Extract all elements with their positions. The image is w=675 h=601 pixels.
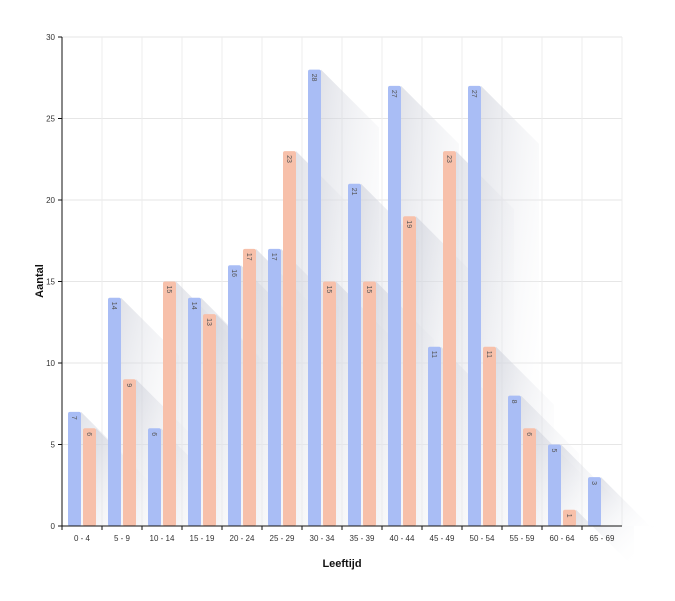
bar [123,379,136,526]
bar [363,281,376,526]
x-tick-label: 60 - 64 [550,534,575,543]
x-tick-label: 25 - 29 [270,534,295,543]
bar-value-label: 6 [85,432,92,436]
bar-value-label: 17 [270,253,277,261]
y-tick-label: 30 [46,33,55,42]
bar [188,297,201,526]
bar [83,428,96,526]
x-tick-label: 50 - 54 [470,534,495,543]
bar [348,183,361,526]
bar [163,281,176,526]
y-tick-label: 0 [51,522,56,531]
x-tick-label: 35 - 39 [350,534,375,543]
x-tick-label: 40 - 44 [390,534,415,543]
y-tick-label: 5 [51,441,56,450]
bar-value-label: 14 [110,302,117,310]
bar-value-label: 23 [285,155,292,163]
bar [388,85,401,527]
bar-value-label: 28 [310,74,317,82]
bar-value-label: 21 [350,188,357,196]
bar [203,314,216,526]
axes [61,37,622,527]
bar [68,411,81,526]
y-tick-label: 10 [46,359,55,368]
bar-value-label: 11 [430,351,437,358]
bar [323,281,336,526]
bar-value-label: 13 [205,318,212,326]
x-tick-label: 0 - 4 [74,534,91,543]
y-axis-title: Aantal [34,264,46,298]
bar [243,248,256,526]
y-tick-label: 25 [46,115,55,124]
bar [548,444,561,526]
x-tick-label: 5 - 9 [114,534,131,543]
x-tick-label: 10 - 14 [150,534,175,543]
bar-shadow [601,477,659,536]
x-axis-title: Leeftijd [322,558,361,570]
bar [523,428,536,526]
bar-value-label: 7 [70,416,77,420]
bar [308,69,321,526]
x-tick-label: 15 - 19 [190,534,215,543]
bar-value-label: 15 [165,286,172,294]
bar-value-label: 27 [390,90,397,98]
bar-value-label: 3 [590,481,597,485]
x-tick-label: 45 - 49 [430,534,455,543]
bar [428,346,441,526]
bar-value-label: 15 [325,286,332,294]
bar-value-label: 1 [565,514,572,518]
bar [483,346,496,526]
bar [468,85,481,527]
x-tick-label: 55 - 59 [510,534,535,543]
bar [403,216,416,527]
bar-value-label: 6 [150,432,157,436]
bar-value-label: 19 [405,220,412,228]
bar [283,151,296,526]
bar-value-label: 6 [525,432,532,436]
bar-value-label: 27 [470,90,477,98]
bar [108,297,121,526]
bar-value-label: 15 [365,286,372,294]
bar [443,151,456,526]
bar [268,248,281,526]
x-tick-label: 30 - 34 [310,534,335,543]
bar-value-label: 8 [510,400,517,404]
bar-value-label: 14 [190,302,197,310]
bar-value-label: 9 [125,383,132,387]
bar-value-label: 23 [445,155,452,163]
bar [508,395,521,526]
x-tick-label: 65 - 69 [590,534,615,543]
bar [228,265,241,526]
y-tick-label: 20 [46,196,55,205]
bar-value-label: 17 [245,253,252,261]
y-tick-label: 15 [46,278,55,287]
bar-value-label: 16 [230,269,237,277]
bar-value-label: 5 [550,449,557,453]
bar [588,477,601,526]
bar [563,509,576,526]
bar [148,428,161,526]
x-tick-label: 20 - 24 [230,534,255,543]
bars [68,69,601,527]
bar-value-label: 11 [485,351,492,358]
